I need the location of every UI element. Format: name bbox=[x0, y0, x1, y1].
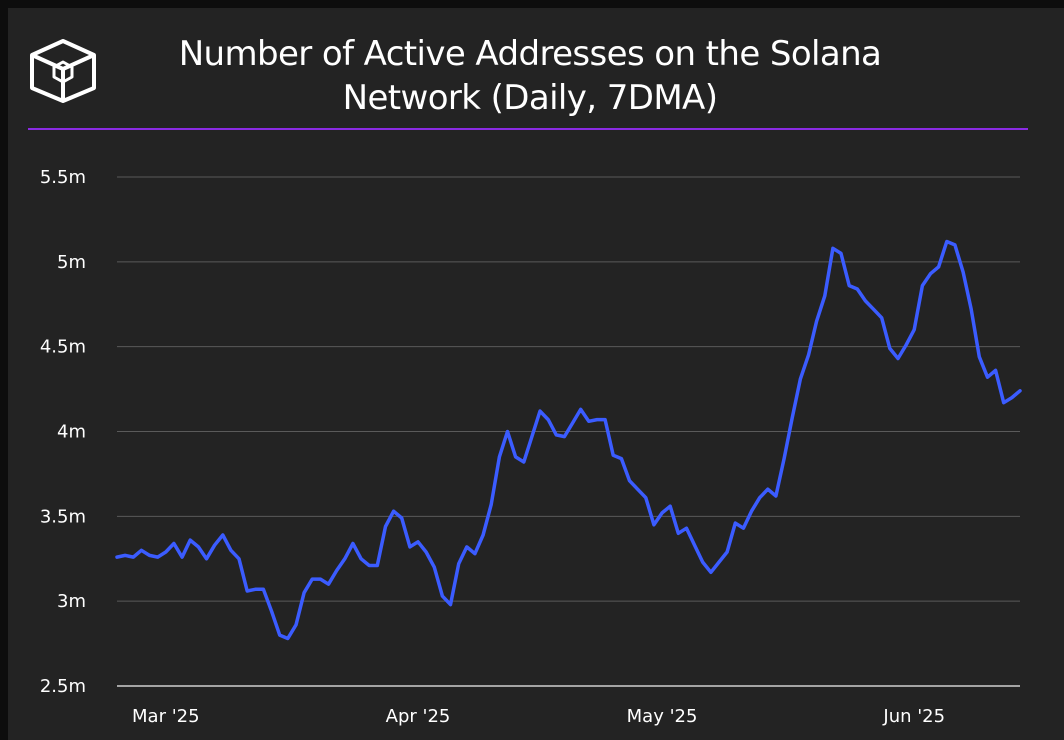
x-tick-label: May '25 bbox=[627, 706, 698, 727]
y-tick-label: 2.5m bbox=[40, 676, 86, 697]
cube-logo-icon bbox=[30, 39, 96, 103]
y-tick-label: 5.5m bbox=[40, 167, 86, 188]
y-tick-label: 5m bbox=[57, 252, 86, 273]
x-tick-label: Mar '25 bbox=[132, 706, 200, 727]
y-tick-label: 3.5m bbox=[40, 506, 86, 527]
title-divider bbox=[28, 128, 1028, 130]
chart-title: Number of Active Addresses on the Solana… bbox=[178, 34, 882, 118]
y-tick-label: 3m bbox=[57, 591, 86, 612]
y-tick-label: 4m bbox=[57, 422, 86, 443]
x-tick-label: Apr '25 bbox=[386, 706, 451, 727]
chart-panel bbox=[8, 8, 1064, 740]
series-line bbox=[115, 239, 1022, 641]
x-tick-label: Jun '25 bbox=[882, 706, 945, 727]
y-tick-label: 4.5m bbox=[40, 337, 86, 358]
